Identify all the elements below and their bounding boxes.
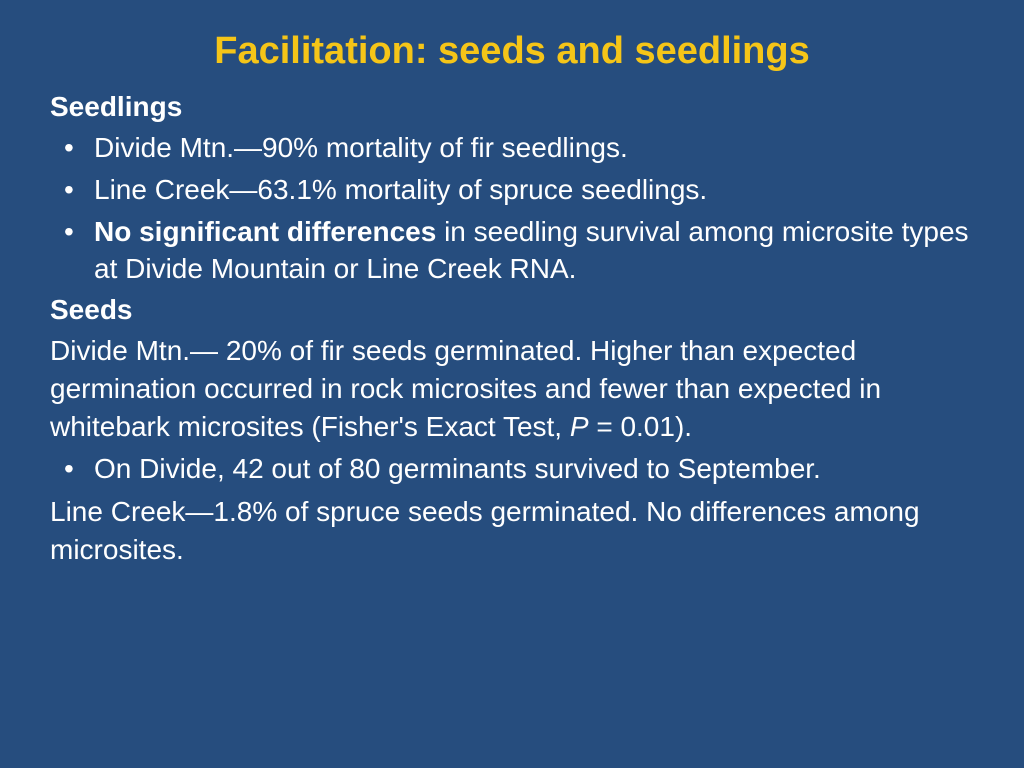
bold-phrase: No significant differences: [94, 216, 436, 247]
stat-symbol: P: [570, 411, 589, 442]
seedlings-bullets: Divide Mtn.—90% mortality of fir seedlin…: [50, 129, 974, 288]
seeds-para-divide: Divide Mtn.— 20% of fir seeds germinated…: [50, 332, 974, 445]
seeds-heading: Seeds: [50, 294, 974, 326]
slide-title: Facilitation: seeds and seedlings: [50, 30, 974, 73]
seedlings-heading: Seedlings: [50, 91, 974, 123]
bullet-item: No significant differences in seedling s…: [50, 213, 974, 289]
para-text: Divide Mtn.— 20% of fir seeds germinated…: [50, 335, 881, 442]
seeds-bullets: On Divide, 42 out of 80 germinants survi…: [50, 450, 974, 488]
bullet-item: On Divide, 42 out of 80 germinants survi…: [50, 450, 974, 488]
bullet-item: Line Creek—63.1% mortality of spruce see…: [50, 171, 974, 209]
seeds-para-linecreek: Line Creek—1.8% of spruce seeds germinat…: [50, 493, 974, 569]
para-text: = 0.01).: [589, 411, 693, 442]
bullet-item: Divide Mtn.—90% mortality of fir seedlin…: [50, 129, 974, 167]
